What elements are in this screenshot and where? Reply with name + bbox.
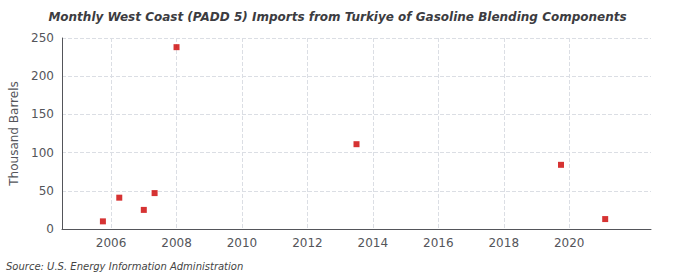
svg-text:2012: 2012 xyxy=(292,236,323,250)
svg-text:150: 150 xyxy=(31,107,54,121)
svg-text:50: 50 xyxy=(39,184,54,198)
svg-text:0: 0 xyxy=(46,222,54,236)
svg-text:2020: 2020 xyxy=(554,236,585,250)
svg-text:Source: U.S. Energy Informatio: Source: U.S. Energy Information Administ… xyxy=(6,261,243,272)
svg-text:2016: 2016 xyxy=(423,236,454,250)
svg-text:2018: 2018 xyxy=(488,236,519,250)
svg-text:250: 250 xyxy=(31,31,54,45)
svg-text:Thousand Barrels: Thousand Barrels xyxy=(7,81,21,186)
svg-text:2010: 2010 xyxy=(227,236,258,250)
svg-text:2006: 2006 xyxy=(96,236,127,250)
svg-text:Monthly West Coast (PADD 5) Im: Monthly West Coast (PADD 5) Imports from… xyxy=(48,10,626,24)
svg-text:2014: 2014 xyxy=(358,236,389,250)
svg-text:100: 100 xyxy=(31,146,54,160)
svg-text:200: 200 xyxy=(31,69,54,83)
svg-text:2008: 2008 xyxy=(161,236,192,250)
